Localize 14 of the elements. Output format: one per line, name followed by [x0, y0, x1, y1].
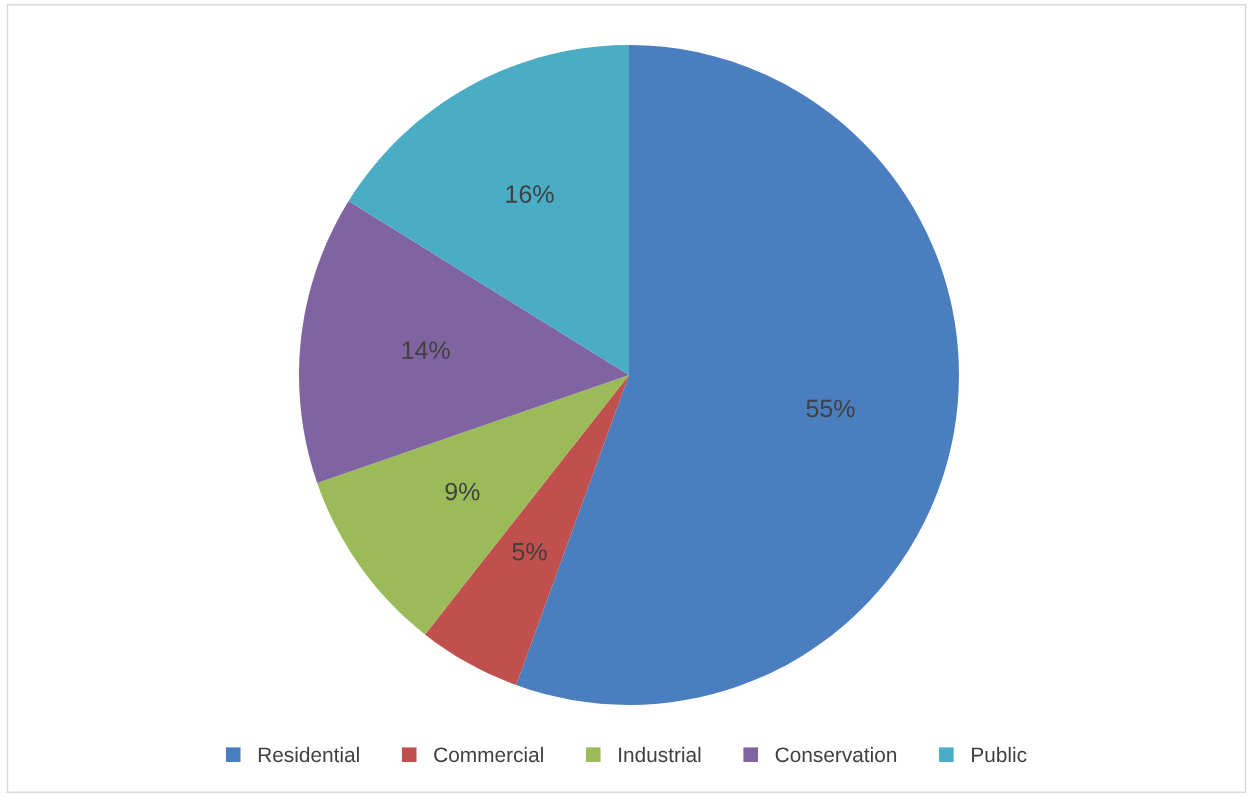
- pie-slice: [348, 45, 629, 375]
- legend-label: Conservation: [775, 746, 897, 763]
- pie-slice: [299, 201, 629, 483]
- data-label: 14%: [402, 341, 450, 359]
- legend-label: Industrial: [619, 746, 701, 763]
- data-label: 5%: [512, 542, 547, 561]
- legend-label: Public: [972, 746, 1027, 763]
- data-label: 9%: [445, 482, 480, 501]
- pie-slice: [317, 375, 629, 635]
- data-label: 16%: [506, 185, 554, 203]
- legend-label: Commercial: [434, 746, 543, 763]
- legend-label: Residential: [258, 746, 359, 763]
- data-label: 55%: [806, 399, 855, 418]
- pie-slice: [425, 375, 629, 686]
